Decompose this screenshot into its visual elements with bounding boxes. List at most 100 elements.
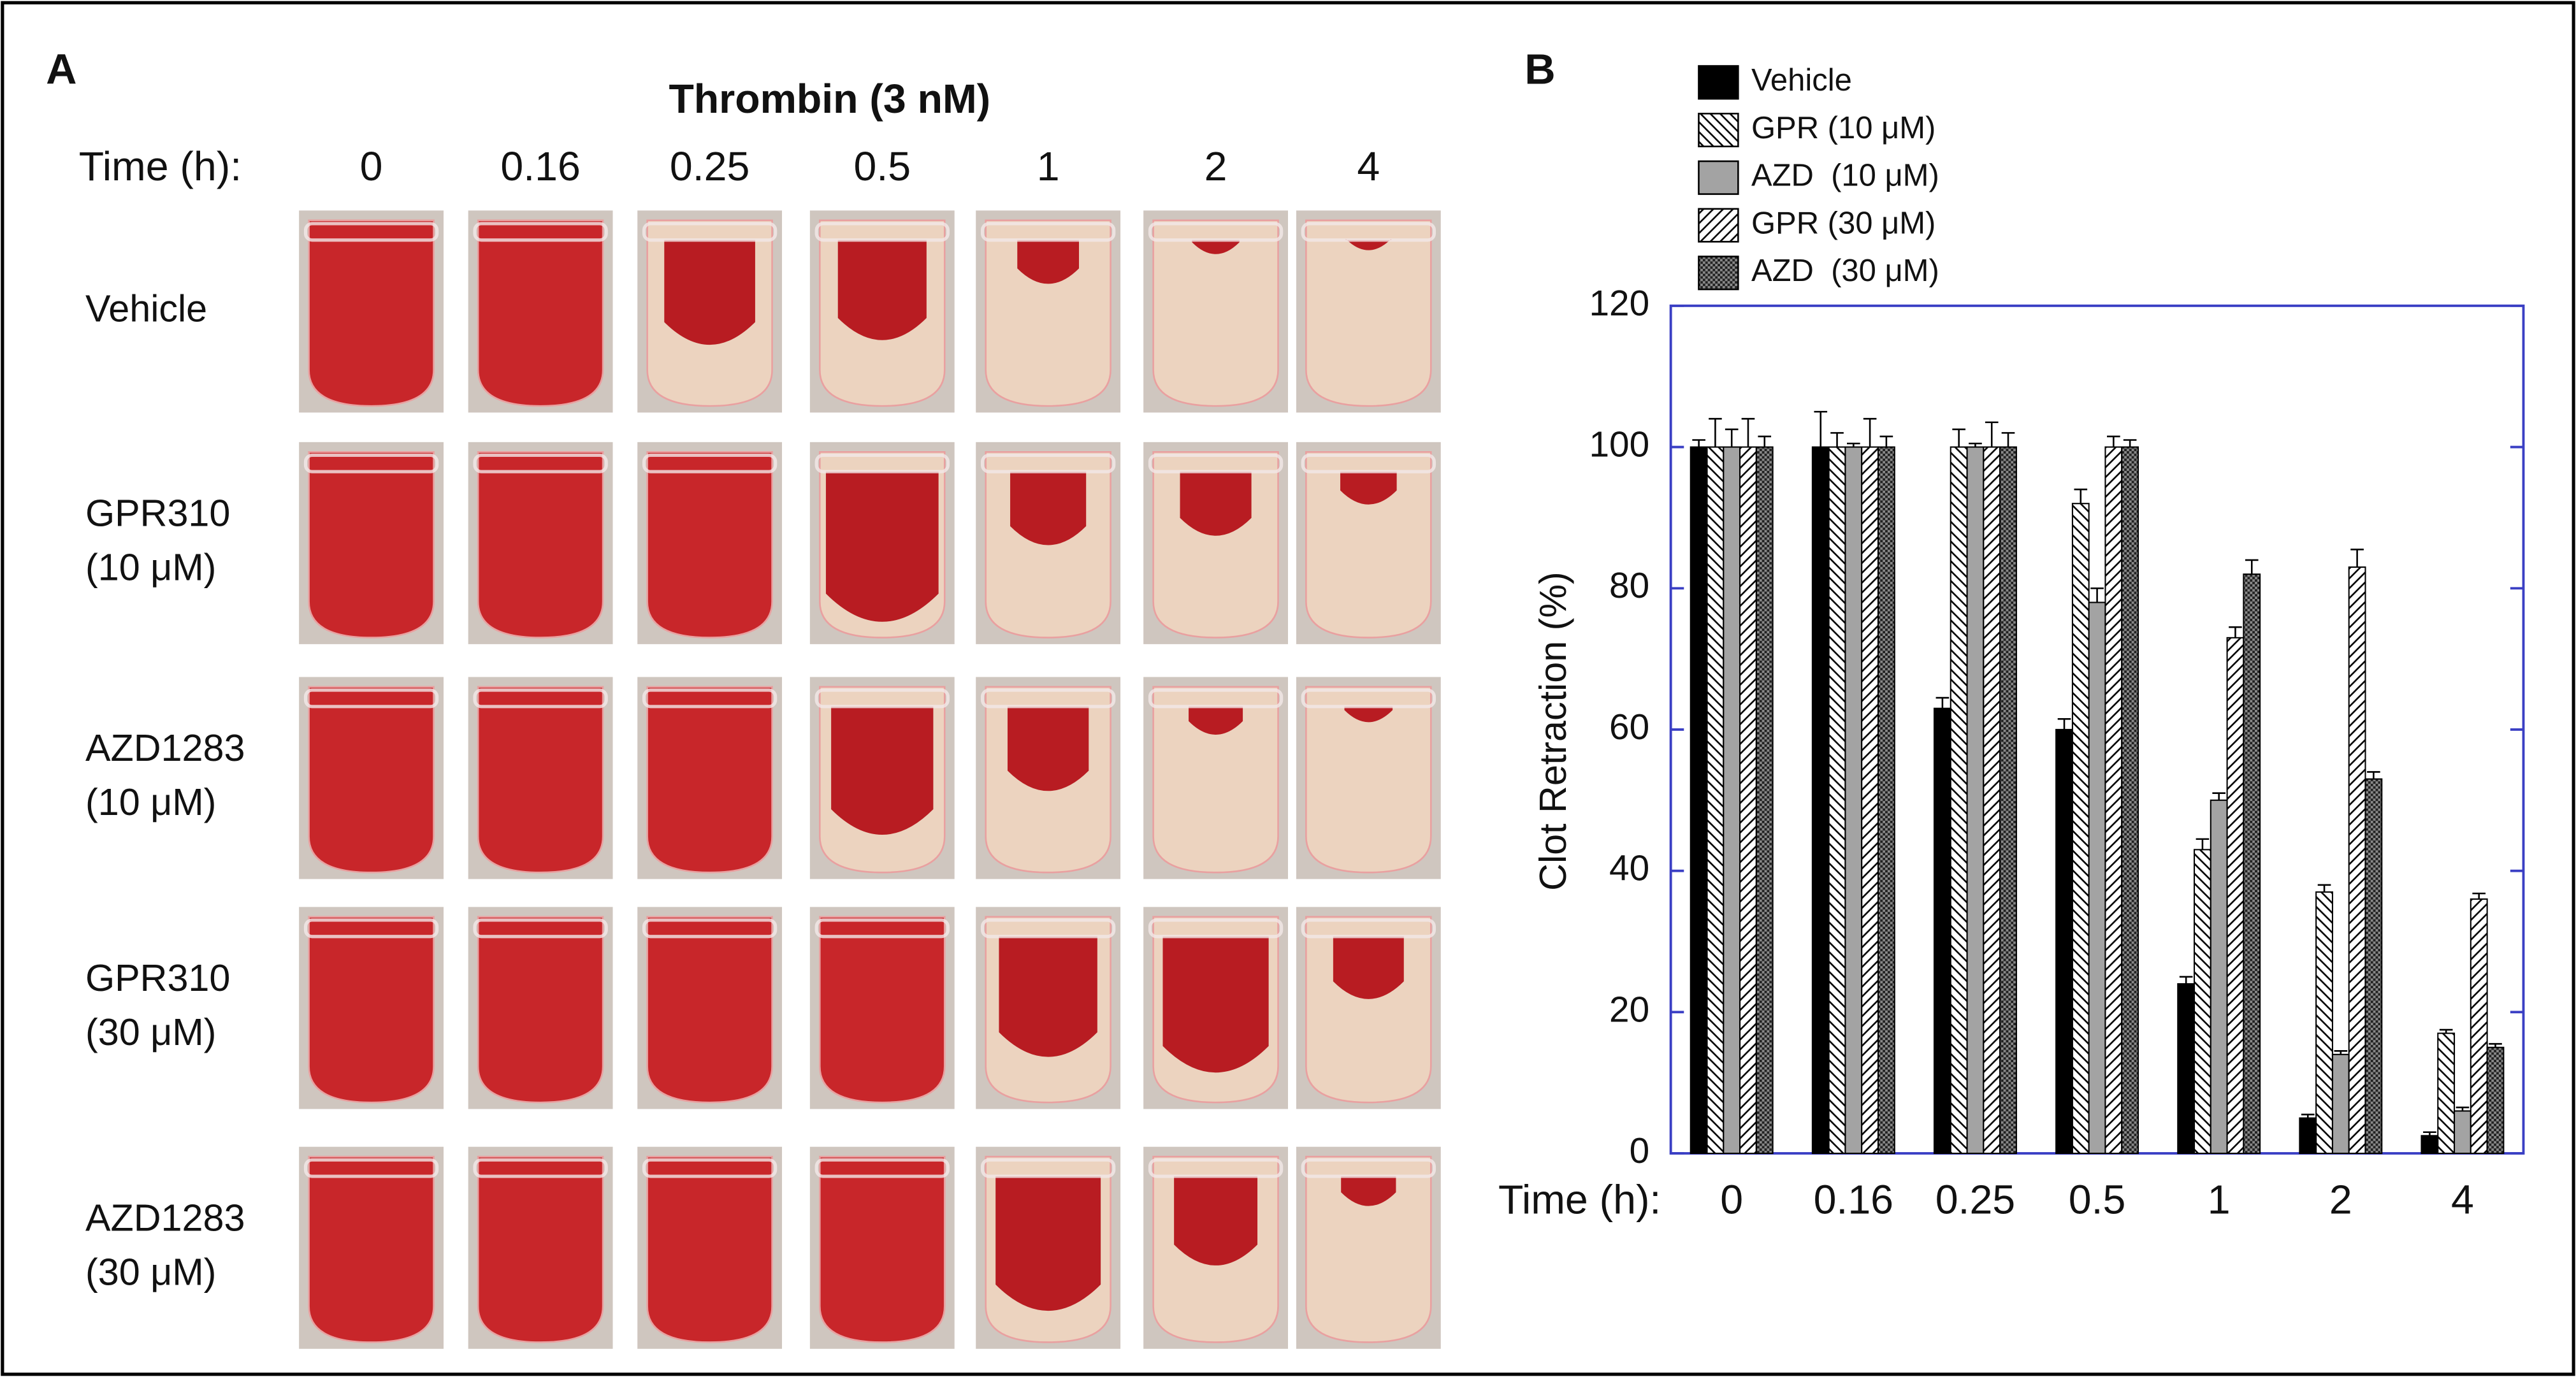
bar (2299, 1117, 2317, 1155)
tube-rim (642, 918, 778, 939)
x-tick-label: 0.16 (1814, 1176, 1893, 1222)
tube (819, 916, 946, 1104)
tube-rim (1301, 222, 1436, 242)
tube-photo (976, 907, 1121, 1109)
tube-photo (1296, 677, 1441, 879)
tube-photo (1296, 442, 1441, 644)
tube-photo (1143, 907, 1288, 1109)
tube-rim (473, 453, 608, 473)
tube-photo (1143, 677, 1288, 879)
tube (646, 1155, 773, 1343)
tube-rim (303, 688, 439, 709)
tube-photo (809, 1146, 955, 1349)
bar (1877, 446, 1895, 1155)
tube-rim (980, 453, 1116, 473)
clot (825, 472, 939, 622)
time-label: 2 (1205, 143, 1227, 189)
clot (837, 240, 927, 340)
tube-photo (976, 442, 1121, 644)
clot (1017, 240, 1080, 284)
tube-rim (303, 918, 439, 939)
legend-label: GPR (10 μM) (1751, 111, 1936, 145)
row-label: (10 μM) (85, 781, 216, 823)
bar (1844, 446, 1863, 1155)
x-tick-label: 1 (2208, 1176, 2231, 1222)
bar (1690, 446, 1708, 1155)
bar (1723, 446, 1741, 1155)
tube-photo (299, 677, 444, 879)
tube (1305, 686, 1432, 874)
tube-rim (473, 688, 608, 709)
bar (2055, 728, 2073, 1155)
row-label: (30 μM) (85, 1011, 216, 1053)
bar (2331, 1053, 2350, 1155)
tube-rim (1148, 1158, 1284, 1178)
tube-rim (1148, 222, 1284, 242)
legend-swatch (1698, 65, 1739, 100)
clot (1007, 706, 1089, 791)
x-tick-label: 0.25 (1936, 1176, 2015, 1222)
y-tick-label: 60 (1609, 707, 1649, 747)
bar (1966, 446, 1985, 1155)
tube-rim (473, 918, 608, 939)
tube-photo (468, 1146, 613, 1349)
legend-label: AZD (30 μM) (1751, 254, 1939, 288)
tube (985, 219, 1111, 407)
tube-photo (468, 442, 613, 644)
bar (2193, 849, 2211, 1155)
tube (308, 916, 435, 1104)
time-label: 0.25 (670, 143, 749, 189)
y-tick-label: 20 (1609, 990, 1649, 1030)
tube (308, 1155, 435, 1343)
bar (2454, 1110, 2471, 1155)
bar (2210, 799, 2228, 1155)
tube (477, 916, 604, 1104)
tube-photo (637, 210, 783, 413)
bar (2437, 1032, 2456, 1155)
tube-rim (1301, 453, 1436, 473)
tube-rim (980, 222, 1116, 242)
tube-rim (642, 688, 778, 709)
x-tick-label: 0 (1720, 1176, 1743, 1222)
y-axis-label: Clot Retraction (%) (1531, 572, 1574, 891)
tube-photo (1296, 210, 1441, 413)
bar (1861, 446, 1879, 1155)
clot (1341, 1176, 1396, 1206)
bar (1706, 446, 1725, 1155)
tube (477, 451, 604, 638)
bar (2177, 983, 2196, 1155)
tube-photo (809, 210, 955, 413)
y-tick-label: 120 (1589, 284, 1650, 324)
tube (477, 219, 604, 407)
legend-swatch (1698, 208, 1739, 243)
tube (1305, 1155, 1432, 1343)
tube-photo (1143, 442, 1288, 644)
y-tick-label: 80 (1609, 566, 1649, 606)
bar (2071, 503, 2090, 1155)
panel-label: B (1524, 46, 1555, 94)
tube (308, 686, 435, 874)
tube-photo (809, 677, 955, 879)
tube-photo (299, 442, 444, 644)
bar (1755, 446, 1774, 1155)
time-label: Time (h): (79, 143, 242, 189)
tube-photo (299, 210, 444, 413)
tube-rim (1148, 688, 1284, 709)
time-label: 4 (1357, 143, 1380, 189)
tube (646, 916, 773, 1104)
bar (2226, 637, 2245, 1155)
tube (308, 219, 435, 407)
tube-rim (473, 222, 608, 242)
legend-swatch (1698, 160, 1739, 195)
clot (1333, 936, 1404, 999)
bar (2088, 602, 2106, 1155)
tube (1305, 451, 1432, 638)
tube-rim (814, 918, 950, 939)
panel-title: Thrombin (3 nM) (669, 76, 990, 122)
tube-rim (980, 918, 1116, 939)
tube-photo (1296, 907, 1441, 1109)
tube (646, 686, 773, 874)
bar (2364, 778, 2383, 1155)
tube (819, 1155, 946, 1343)
tube-rim (642, 1158, 778, 1178)
